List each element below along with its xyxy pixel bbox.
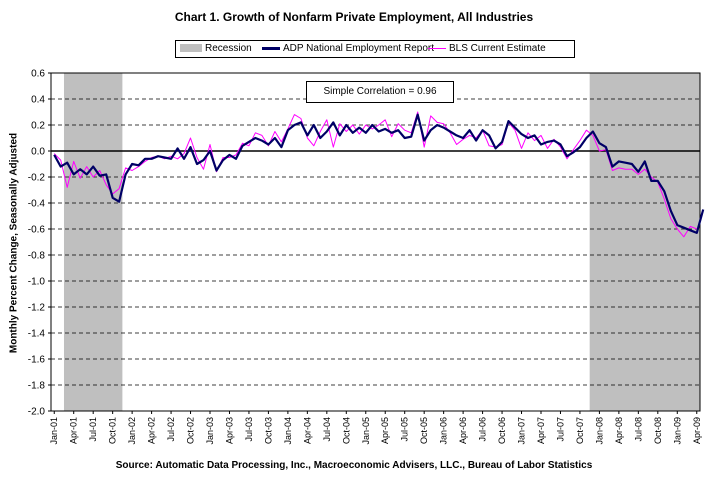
y-tick-label: -0.4 [28, 199, 46, 210]
legend-label: Recession [205, 43, 252, 54]
x-tick-label: Jan-01 [49, 417, 59, 445]
x-tick-label: Jul-05 [400, 417, 410, 442]
recession-band [63, 73, 123, 411]
x-tick-label: Jul-06 [478, 417, 488, 442]
x-tick-label: Apr-06 [458, 417, 468, 444]
x-tick-label: Jan-04 [283, 417, 293, 445]
x-tick-label: Oct-03 [263, 417, 273, 444]
x-tick-label: Oct-08 [653, 417, 663, 444]
legend-label: ADP National Employment Report [283, 43, 434, 54]
x-tick-label: Apr-05 [380, 417, 390, 444]
x-tick-label: Apr-09 [692, 417, 702, 444]
y-tick-label: -1.2 [28, 303, 46, 314]
x-tick-label: Oct-06 [497, 417, 507, 444]
x-tick-label: Jan-03 [205, 417, 215, 445]
y-tick-label: -0.6 [28, 225, 46, 236]
x-tick-label: Apr-01 [69, 417, 79, 444]
x-tick-label: Jan-02 [127, 417, 137, 445]
x-tick-label: Oct-05 [419, 417, 429, 444]
x-tick-label: Oct-02 [186, 417, 196, 444]
x-tick-label: Jul-07 [555, 417, 565, 442]
y-tick-label: 0.4 [31, 95, 45, 106]
y-tick-label: -1.0 [28, 277, 46, 288]
x-tick-label: Jul-04 [322, 417, 332, 442]
x-tick-label: Jul-08 [633, 417, 643, 442]
y-tick-label: -0.8 [28, 251, 46, 262]
y-tick-label: 0.0 [31, 147, 45, 158]
x-tick-label: Jul-02 [166, 417, 176, 442]
plot-frame [50, 72, 701, 412]
x-tick-label: Apr-08 [614, 417, 624, 444]
source-note: Source: Automatic Data Processing, Inc.,… [115, 460, 593, 471]
chart-title: Chart 1. Growth of Nonfarm Private Emplo… [174, 10, 534, 24]
x-tick-label: Jan-05 [361, 417, 371, 445]
x-tick-label: Oct-04 [341, 417, 351, 444]
y-tick-label: -1.4 [28, 329, 46, 340]
x-tick-label: Jan-08 [594, 417, 604, 445]
x-tick-label: Apr-02 [147, 417, 157, 444]
adp-series-line [53, 113, 705, 234]
legend-item-bls: BLS Current Estimate [428, 42, 546, 56]
recession-swatch [180, 44, 202, 53]
x-tick-label: Jan-07 [517, 417, 527, 445]
x-tick-label: Apr-03 [224, 417, 234, 444]
y-tick-label: 0.6 [31, 69, 45, 80]
x-tick-label: Jan-06 [439, 417, 449, 445]
legend: Recession ADP National Employment Report… [175, 40, 575, 58]
y-tick-label: -2.0 [28, 407, 46, 418]
x-tick-label: Apr-07 [536, 417, 546, 444]
y-tick-label: -0.2 [28, 173, 46, 184]
bls-line-swatch [428, 47, 446, 49]
x-tick-label: Apr-04 [302, 417, 312, 444]
correlation-annotation: Simple Correlation = 0.96 [306, 81, 454, 103]
legend-item-adp: ADP National Employment Report [262, 42, 434, 56]
legend-item-recession: Recession [180, 42, 252, 56]
y-tick-label: 0.2 [31, 121, 45, 132]
x-tick-label: Jan-09 [672, 417, 682, 445]
x-tick-label: Jul-03 [244, 417, 254, 442]
x-tick-label: Jul-01 [88, 417, 98, 442]
adp-line-swatch [262, 46, 280, 50]
y-axis-title: Monthly Percent Change, Seasonally Adjus… [8, 132, 20, 354]
recession-band [589, 73, 700, 411]
y-tick-label: -1.8 [28, 381, 46, 392]
x-tick-label: Oct-07 [575, 417, 585, 444]
x-tick-label: Oct-01 [108, 417, 118, 444]
y-tick-label: -1.6 [28, 355, 46, 366]
legend-label: BLS Current Estimate [449, 43, 546, 54]
